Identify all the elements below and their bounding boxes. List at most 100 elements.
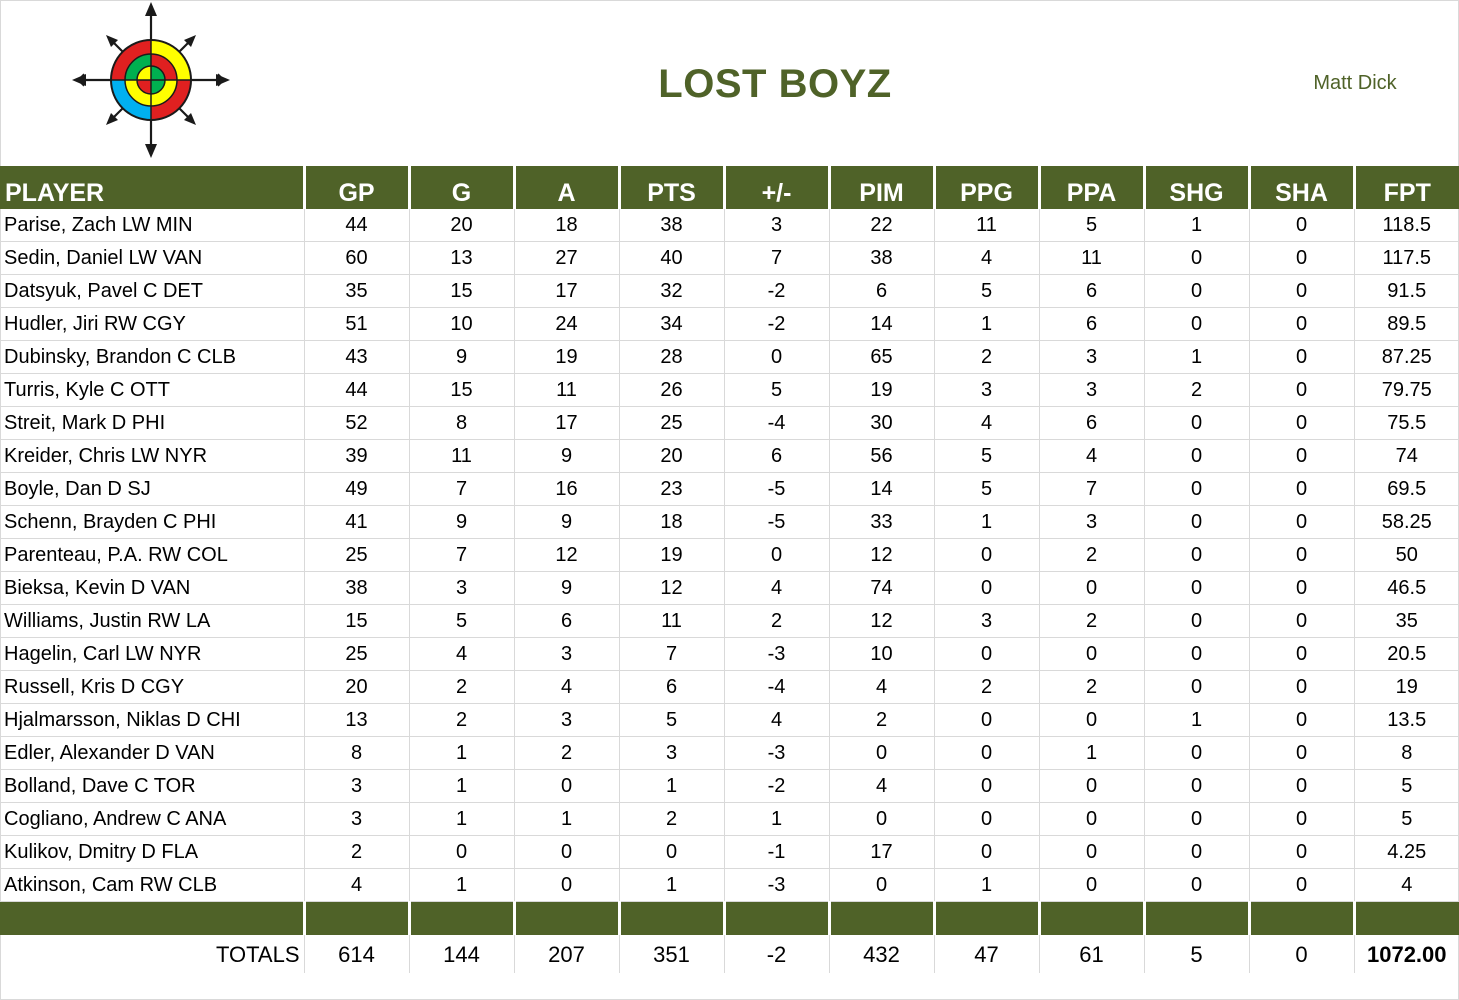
cell-sha: 0 xyxy=(1248,670,1354,704)
cell-ppa: 2 xyxy=(1038,538,1144,572)
cell-pim: 4 xyxy=(828,769,934,803)
cell-fpt: 5 xyxy=(1353,769,1459,803)
table-row: Bieksa, Kevin D VAN 38 3 9 12 4 74 0 0 0 0 46.5 xyxy=(0,571,1459,605)
cell-ppg: 0 xyxy=(933,703,1039,737)
cell-g: 11 xyxy=(408,439,514,473)
cell-fpt: 5 xyxy=(1353,802,1459,836)
cell-plus-minus: -4 xyxy=(723,406,829,440)
column-header-fpt: FPT xyxy=(1352,166,1459,209)
cell-ppg: 4 xyxy=(933,406,1039,440)
cell-a: 0 xyxy=(513,769,619,803)
cell-sha: 0 xyxy=(1248,604,1354,638)
cell-g: 5 xyxy=(408,604,514,638)
table-row: Bolland, Dave C TOR 3 1 0 1 -2 4 0 0 0 0 5 xyxy=(0,769,1459,803)
cell-pim: 0 xyxy=(828,802,934,836)
cell-a: 2 xyxy=(513,736,619,770)
cell-plus-minus: -2 xyxy=(723,274,829,308)
cell-ppa: 0 xyxy=(1038,835,1144,869)
cell-a: 0 xyxy=(513,835,619,869)
cell-fpt: 35 xyxy=(1353,604,1459,638)
cell-gp: 3 xyxy=(303,769,409,803)
cell-gp: 35 xyxy=(303,274,409,308)
cell-plus-minus: 7 xyxy=(723,241,829,275)
cell-pts: 26 xyxy=(618,373,724,407)
compass-target-icon xyxy=(72,2,230,158)
cell-shg: 0 xyxy=(1143,835,1249,869)
column-header-a: A xyxy=(512,166,619,209)
cell-pts: 23 xyxy=(618,472,724,506)
cell-ppg: 1 xyxy=(933,307,1039,341)
cell-a: 18 xyxy=(513,209,619,242)
cell-player: Dubinsky, Brandon C CLB xyxy=(0,340,304,374)
cell-player: Sedin, Daniel LW VAN xyxy=(0,241,304,275)
total-plus-minus: -2 xyxy=(723,935,829,973)
cell-pim: 30 xyxy=(828,406,934,440)
cell-shg: 1 xyxy=(1143,340,1249,374)
cell-a: 19 xyxy=(513,340,619,374)
cell-fpt: 19 xyxy=(1353,670,1459,704)
cell-g: 2 xyxy=(408,670,514,704)
cell-ppg: 0 xyxy=(933,835,1039,869)
total-g: 144 xyxy=(408,935,514,973)
cell-a: 9 xyxy=(513,439,619,473)
cell-sha: 0 xyxy=(1248,538,1354,572)
table-row: Atkinson, Cam RW CLB 4 1 0 1 -3 0 1 0 0 0 4 xyxy=(0,868,1459,902)
cell-pts: 0 xyxy=(618,835,724,869)
cell-ppg: 1 xyxy=(933,505,1039,539)
cell-a: 27 xyxy=(513,241,619,275)
cell-player: Streit, Mark D PHI xyxy=(0,406,304,440)
total-shg: 5 xyxy=(1143,935,1249,973)
cell-pts: 1 xyxy=(618,868,724,902)
cell-fpt: 8 xyxy=(1353,736,1459,770)
cell-ppg: 0 xyxy=(933,736,1039,770)
cell-player: Kreider, Chris LW NYR xyxy=(0,439,304,473)
player-rows: Parise, Zach LW MIN 44 20 18 38 3 22 11 5 1 0 118.5… xyxy=(0,209,1459,902)
cell-player: Turris, Kyle C OTT xyxy=(0,373,304,407)
cell-a: 9 xyxy=(513,571,619,605)
cell-gp: 39 xyxy=(303,439,409,473)
cell-sha: 0 xyxy=(1248,835,1354,869)
cell-pts: 5 xyxy=(618,703,724,737)
cell-player: Parise, Zach LW MIN xyxy=(0,209,304,242)
cell-sha: 0 xyxy=(1248,802,1354,836)
cell-sha: 0 xyxy=(1248,439,1354,473)
cell-pim: 12 xyxy=(828,604,934,638)
table-row: Hudler, Jiri RW CGY 51 10 24 34 -2 14 1 6 0 0 89.5 xyxy=(0,307,1459,341)
cell-fpt: 117.5 xyxy=(1353,241,1459,275)
cell-g: 0 xyxy=(408,835,514,869)
cell-player: Edler, Alexander D VAN xyxy=(0,736,304,770)
cell-g: 3 xyxy=(408,571,514,605)
cell-player: Parenteau, P.A. RW COL xyxy=(0,538,304,572)
table-row: Parenteau, P.A. RW COL 25 7 12 19 0 12 0 2 0 0 50 xyxy=(0,538,1459,572)
cell-g: 4 xyxy=(408,637,514,671)
cell-gp: 25 xyxy=(303,637,409,671)
cell-ppg: 0 xyxy=(933,538,1039,572)
cell-pim: 12 xyxy=(828,538,934,572)
cell-pim: 17 xyxy=(828,835,934,869)
cell-a: 4 xyxy=(513,670,619,704)
cell-pts: 34 xyxy=(618,307,724,341)
cell-ppg: 4 xyxy=(933,241,1039,275)
cell-shg: 0 xyxy=(1143,868,1249,902)
cell-gp: 43 xyxy=(303,340,409,374)
cell-player: Datsyuk, Pavel C DET xyxy=(0,274,304,308)
separator-row xyxy=(0,901,1459,935)
cell-g: 7 xyxy=(408,472,514,506)
table-row: Cogliano, Andrew C ANA 3 1 1 2 1 0 0 0 0 0 5 xyxy=(0,802,1459,836)
cell-player: Hudler, Jiri RW CGY xyxy=(0,307,304,341)
cell-shg: 0 xyxy=(1143,736,1249,770)
cell-a: 1 xyxy=(513,802,619,836)
cell-sha: 0 xyxy=(1248,406,1354,440)
cell-pim: 74 xyxy=(828,571,934,605)
team-title: LOST BOYZ xyxy=(658,62,892,106)
cell-pim: 56 xyxy=(828,439,934,473)
cell-sha: 0 xyxy=(1248,637,1354,671)
cell-gp: 2 xyxy=(303,835,409,869)
cell-fpt: 79.75 xyxy=(1353,373,1459,407)
cell-ppa: 3 xyxy=(1038,505,1144,539)
cell-shg: 0 xyxy=(1143,538,1249,572)
cell-sha: 0 xyxy=(1248,868,1354,902)
column-header-ppa: PPA xyxy=(1037,166,1144,209)
cell-plus-minus: 4 xyxy=(723,703,829,737)
column-header-plus-minus: +/- xyxy=(722,166,829,209)
